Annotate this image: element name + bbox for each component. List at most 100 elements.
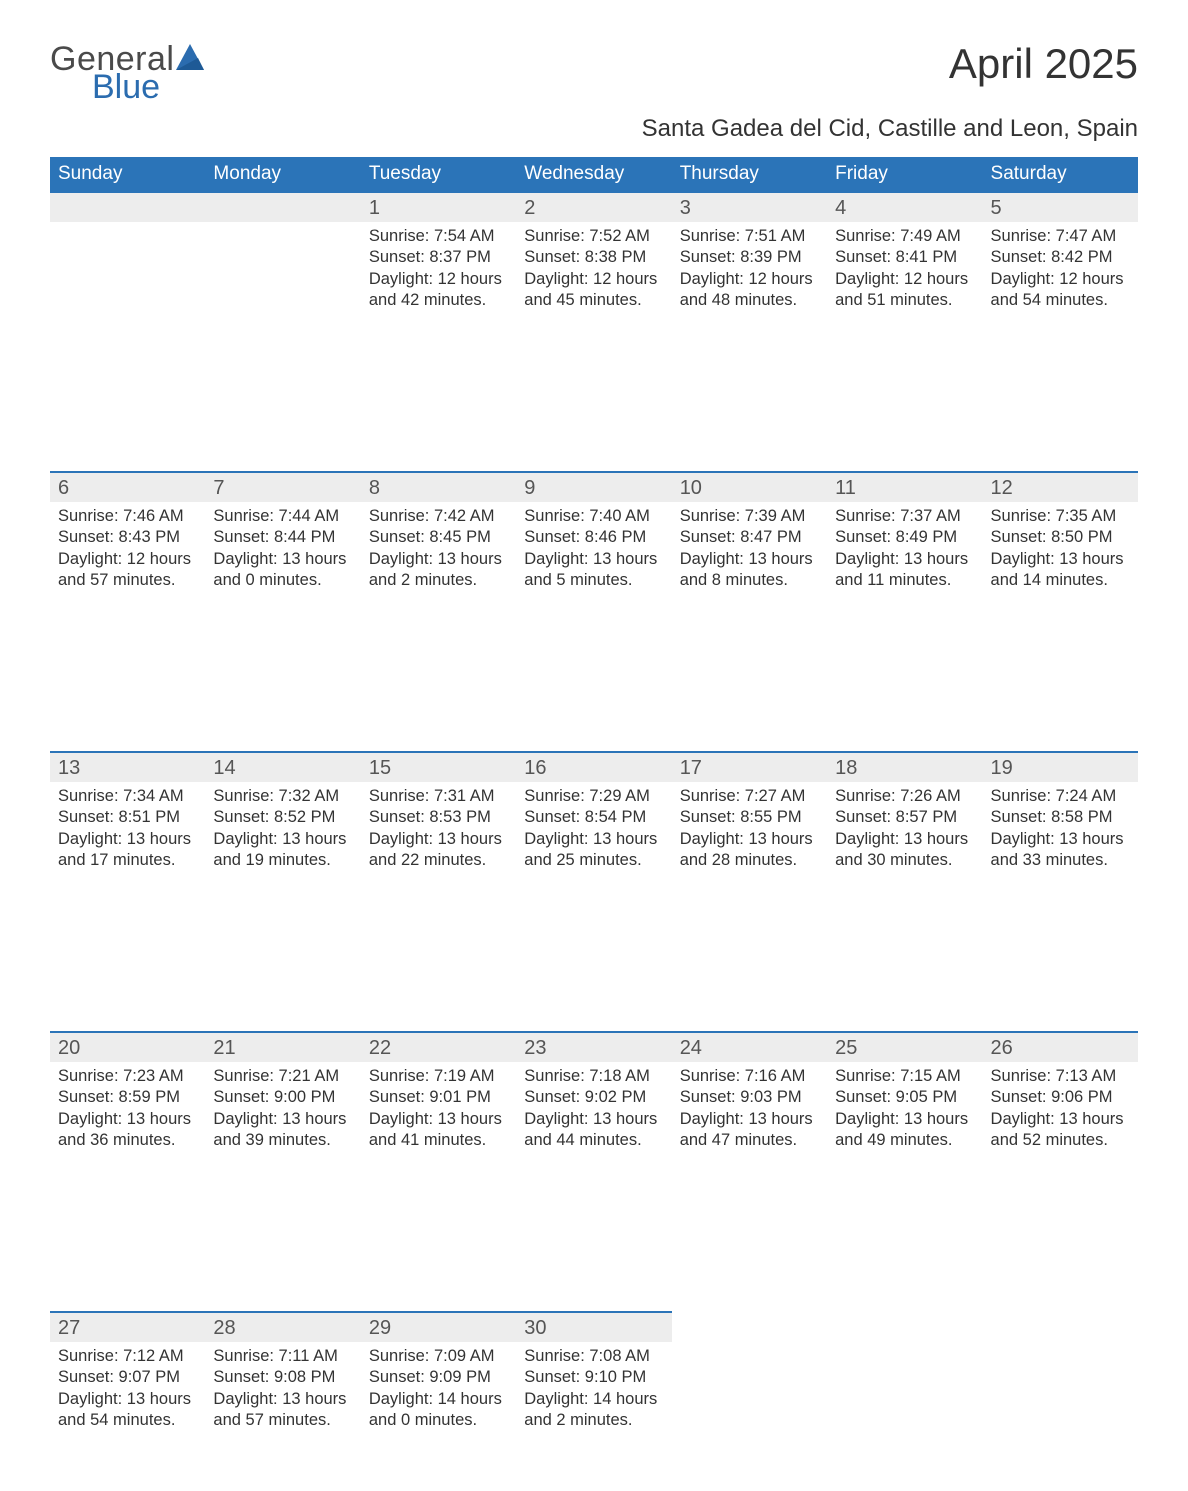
day-detail-line: Sunrise: 7:19 AM	[369, 1066, 508, 1087]
day-detail-line: Sunset: 9:05 PM	[835, 1087, 974, 1108]
day-detail-line: Sunset: 9:01 PM	[369, 1087, 508, 1108]
calendar-day-cell	[983, 1311, 1138, 1451]
day-detail-line: Daylight: 13 hours	[213, 1109, 352, 1130]
day-detail-line: Daylight: 13 hours	[213, 1389, 352, 1410]
day-details: Sunrise: 7:47 AMSunset: 8:42 PMDaylight:…	[983, 222, 1138, 322]
day-details: Sunrise: 7:23 AMSunset: 8:59 PMDaylight:…	[50, 1062, 205, 1162]
day-detail-line: and 52 minutes.	[991, 1130, 1130, 1151]
calendar-day-cell: 19Sunrise: 7:24 AMSunset: 8:58 PMDayligh…	[983, 751, 1138, 891]
calendar-day-cell: 30Sunrise: 7:08 AMSunset: 9:10 PMDayligh…	[516, 1311, 671, 1451]
calendar-day-cell: 20Sunrise: 7:23 AMSunset: 8:59 PMDayligh…	[50, 1031, 205, 1171]
day-detail-line: Sunrise: 7:21 AM	[213, 1066, 352, 1087]
day-detail-line: Daylight: 13 hours	[213, 829, 352, 850]
day-detail-line: Sunset: 8:57 PM	[835, 807, 974, 828]
day-detail-line: Sunrise: 7:42 AM	[369, 506, 508, 527]
day-detail-line: Daylight: 13 hours	[680, 829, 819, 850]
day-detail-line: Sunset: 8:53 PM	[369, 807, 508, 828]
day-detail-line: Sunrise: 7:37 AM	[835, 506, 974, 527]
day-detail-line: and 0 minutes.	[369, 1410, 508, 1431]
day-number: 11	[827, 471, 982, 502]
day-detail-line: Daylight: 14 hours	[524, 1389, 663, 1410]
day-detail-line: Daylight: 13 hours	[524, 549, 663, 570]
day-detail-line: Daylight: 13 hours	[58, 1389, 197, 1410]
day-detail-line: and 47 minutes.	[680, 1130, 819, 1151]
day-detail-line: and 57 minutes.	[213, 1410, 352, 1431]
day-detail-line: Sunset: 8:54 PM	[524, 807, 663, 828]
calendar-day-cell: 8Sunrise: 7:42 AMSunset: 8:45 PMDaylight…	[361, 471, 516, 611]
day-details: Sunrise: 7:37 AMSunset: 8:49 PMDaylight:…	[827, 502, 982, 602]
day-number: 26	[983, 1031, 1138, 1062]
calendar-day-cell: 28Sunrise: 7:11 AMSunset: 9:08 PMDayligh…	[205, 1311, 360, 1451]
calendar-day-cell: 9Sunrise: 7:40 AMSunset: 8:46 PMDaylight…	[516, 471, 671, 611]
calendar-day-cell: 18Sunrise: 7:26 AMSunset: 8:57 PMDayligh…	[827, 751, 982, 891]
day-detail-line: Sunset: 8:37 PM	[369, 247, 508, 268]
day-details: Sunrise: 7:26 AMSunset: 8:57 PMDaylight:…	[827, 782, 982, 882]
day-detail-line: Daylight: 13 hours	[991, 829, 1130, 850]
calendar-day-cell: 1Sunrise: 7:54 AMSunset: 8:37 PMDaylight…	[361, 191, 516, 331]
calendar-day-cell: 27Sunrise: 7:12 AMSunset: 9:07 PMDayligh…	[50, 1311, 205, 1451]
calendar-day-cell: 14Sunrise: 7:32 AMSunset: 8:52 PMDayligh…	[205, 751, 360, 891]
day-detail-line: Sunset: 8:58 PM	[991, 807, 1130, 828]
calendar-day-cell	[827, 1311, 982, 1451]
day-detail-line: and 51 minutes.	[835, 290, 974, 311]
day-detail-line: Daylight: 13 hours	[835, 1109, 974, 1130]
day-detail-line: and 2 minutes.	[369, 570, 508, 591]
day-detail-line: Sunset: 8:39 PM	[680, 247, 819, 268]
day-detail-line: Sunrise: 7:39 AM	[680, 506, 819, 527]
calendar-day-cell: 7Sunrise: 7:44 AMSunset: 8:44 PMDaylight…	[205, 471, 360, 611]
day-detail-line: Sunset: 8:44 PM	[213, 527, 352, 548]
day-detail-line: Sunrise: 7:15 AM	[835, 1066, 974, 1087]
day-detail-line: Sunrise: 7:29 AM	[524, 786, 663, 807]
weekday-header: Saturday	[983, 157, 1138, 191]
day-detail-line: and 44 minutes.	[524, 1130, 663, 1151]
empty-day-header	[205, 191, 360, 222]
calendar-week-row: 20Sunrise: 7:23 AMSunset: 8:59 PMDayligh…	[50, 1031, 1138, 1171]
day-detail-line: Daylight: 13 hours	[369, 549, 508, 570]
day-detail-line: Daylight: 13 hours	[58, 1109, 197, 1130]
calendar-day-cell: 17Sunrise: 7:27 AMSunset: 8:55 PMDayligh…	[672, 751, 827, 891]
day-number: 29	[361, 1311, 516, 1342]
day-detail-line: Sunset: 8:43 PM	[58, 527, 197, 548]
day-details: Sunrise: 7:31 AMSunset: 8:53 PMDaylight:…	[361, 782, 516, 882]
day-detail-line: Sunset: 9:08 PM	[213, 1367, 352, 1388]
day-detail-line: Sunrise: 7:11 AM	[213, 1346, 352, 1367]
day-detail-line: and 33 minutes.	[991, 850, 1130, 871]
day-detail-line: Sunset: 8:45 PM	[369, 527, 508, 548]
day-details: Sunrise: 7:52 AMSunset: 8:38 PMDaylight:…	[516, 222, 671, 322]
day-detail-line: Sunset: 8:55 PM	[680, 807, 819, 828]
day-detail-line: Sunset: 8:49 PM	[835, 527, 974, 548]
day-number: 9	[516, 471, 671, 502]
day-detail-line: Sunrise: 7:49 AM	[835, 226, 974, 247]
day-details: Sunrise: 7:11 AMSunset: 9:08 PMDaylight:…	[205, 1342, 360, 1442]
day-details: Sunrise: 7:21 AMSunset: 9:00 PMDaylight:…	[205, 1062, 360, 1162]
day-detail-line: and 28 minutes.	[680, 850, 819, 871]
day-detail-line: Daylight: 13 hours	[680, 549, 819, 570]
day-detail-line: Sunset: 8:51 PM	[58, 807, 197, 828]
month-title: April 2025	[949, 40, 1138, 88]
day-number: 22	[361, 1031, 516, 1062]
calendar-day-cell: 16Sunrise: 7:29 AMSunset: 8:54 PMDayligh…	[516, 751, 671, 891]
day-details: Sunrise: 7:09 AMSunset: 9:09 PMDaylight:…	[361, 1342, 516, 1442]
calendar-day-cell: 3Sunrise: 7:51 AMSunset: 8:39 PMDaylight…	[672, 191, 827, 331]
day-detail-line: Daylight: 13 hours	[991, 1109, 1130, 1130]
day-detail-line: Sunrise: 7:47 AM	[991, 226, 1130, 247]
day-detail-line: Sunset: 9:06 PM	[991, 1087, 1130, 1108]
day-detail-line: and 39 minutes.	[213, 1130, 352, 1151]
day-detail-line: Sunset: 8:59 PM	[58, 1087, 197, 1108]
day-detail-line: Daylight: 13 hours	[369, 1109, 508, 1130]
calendar-day-cell: 4Sunrise: 7:49 AMSunset: 8:41 PMDaylight…	[827, 191, 982, 331]
day-number: 19	[983, 751, 1138, 782]
day-detail-line: Sunrise: 7:40 AM	[524, 506, 663, 527]
logo-flag-icon	[176, 44, 204, 70]
day-detail-line: Sunset: 9:03 PM	[680, 1087, 819, 1108]
calendar-day-cell: 2Sunrise: 7:52 AMSunset: 8:38 PMDaylight…	[516, 191, 671, 331]
day-number: 5	[983, 191, 1138, 222]
day-detail-line: Sunrise: 7:34 AM	[58, 786, 197, 807]
day-details: Sunrise: 7:24 AMSunset: 8:58 PMDaylight:…	[983, 782, 1138, 882]
day-detail-line: Daylight: 12 hours	[991, 269, 1130, 290]
day-number: 21	[205, 1031, 360, 1062]
day-details: Sunrise: 7:35 AMSunset: 8:50 PMDaylight:…	[983, 502, 1138, 602]
day-number: 13	[50, 751, 205, 782]
day-detail-line: and 45 minutes.	[524, 290, 663, 311]
day-detail-line: Sunrise: 7:35 AM	[991, 506, 1130, 527]
